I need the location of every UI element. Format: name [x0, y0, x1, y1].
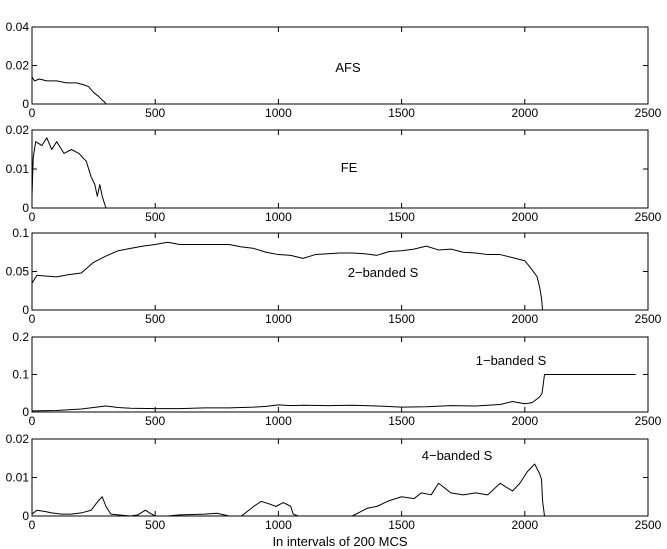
x-tick-label: 0: [29, 518, 36, 532]
panel-label: FE: [341, 160, 358, 175]
x-tick-label: 1500: [388, 106, 415, 120]
x-tick-label: 2500: [635, 518, 662, 532]
panel-frame: [31, 438, 649, 517]
series-line: [31, 463, 648, 517]
x-tick-label: 1500: [388, 210, 415, 224]
x-tick-label: 2500: [635, 106, 662, 120]
y-tick-label: 0.02: [6, 123, 30, 137]
y-tick-label: 0: [22, 97, 29, 111]
panel-4: 0 500 1000 1500 2000 2500 0 0.1 0.2 1−banded S: [12, 330, 661, 428]
y-tick-label: 0.2: [12, 330, 29, 344]
y-tick-label: 0.02: [6, 59, 30, 73]
x-tick-label: 500: [145, 106, 165, 120]
x-tick-label: 1000: [265, 518, 292, 532]
y-tick-label: 0.05: [6, 265, 30, 279]
series-line: [31, 137, 648, 209]
panel-label: AFS: [335, 60, 361, 75]
x-tick-label: 1500: [388, 414, 415, 428]
y-tick-label: 0.01: [6, 471, 30, 485]
x-tick-label: 2000: [511, 414, 538, 428]
panel-3: 0 500 1000 1500 2000 2500 0 0.05 0.1 2−banded S: [6, 226, 662, 326]
x-tick-label: 500: [145, 312, 165, 326]
y-tick-label: 0.1: [12, 226, 29, 240]
x-tick-label: 2000: [511, 312, 538, 326]
y-tick-label: 0: [22, 509, 29, 523]
x-tick-label: 0: [29, 312, 36, 326]
y-tick-label: 0.04: [6, 20, 30, 34]
x-tick-label: 1000: [265, 106, 292, 120]
panel-1: 0 500 1000 1500 2000 2500 0 0.02 0.04 AFS: [6, 20, 662, 120]
series-line: [31, 374, 636, 412]
x-tick-label: 0: [29, 414, 36, 428]
panel-5: 0 500 1000 1500 2000 2500 0 0.01 0.02 4−banded S: [6, 432, 662, 532]
y-tick-label: 0: [22, 303, 29, 317]
panel-label: 4−banded S: [422, 448, 493, 463]
panels-group: 0 500 1000 1500 2000 2500 0 0.02 0.04 AFS 0 500 1000…: [6, 20, 662, 532]
y-tick-label: 0.1: [12, 368, 29, 382]
panel-label: 1−banded S: [476, 353, 547, 368]
panel-label: 2−banded S: [348, 265, 419, 280]
x-tick-label: 2000: [511, 106, 538, 120]
x-axis-label: In intervals of 200 MCS: [272, 534, 407, 549]
series-line: [31, 76, 648, 105]
x-tick-label: 1000: [265, 210, 292, 224]
y-tick-label: 0: [22, 405, 29, 419]
x-tick-label: 500: [145, 414, 165, 428]
x-tick-label: 2000: [511, 518, 538, 532]
x-tick-label: 2500: [635, 414, 662, 428]
y-tick-label: 0.02: [6, 432, 30, 446]
y-tick-label: 0.01: [6, 162, 30, 176]
x-tick-label: 0: [29, 210, 36, 224]
x-tick-label: 0: [29, 106, 36, 120]
x-tick-label: 1000: [265, 414, 292, 428]
y-tick-label: 0: [22, 201, 29, 215]
x-tick-label: 500: [145, 210, 165, 224]
x-tick-label: 1000: [265, 312, 292, 326]
x-tick-label: 2500: [635, 312, 662, 326]
x-tick-label: 500: [145, 518, 165, 532]
x-tick-label: 1500: [388, 312, 415, 326]
x-tick-label: 2500: [635, 210, 662, 224]
panel-frame: [31, 232, 649, 311]
panel-2: 0 500 1000 1500 2000 2500 0 0.01 0.02 FE: [6, 123, 662, 224]
x-tick-label: 2000: [511, 210, 538, 224]
x-tick-label: 1500: [388, 518, 415, 532]
series-line: [31, 241, 544, 311]
